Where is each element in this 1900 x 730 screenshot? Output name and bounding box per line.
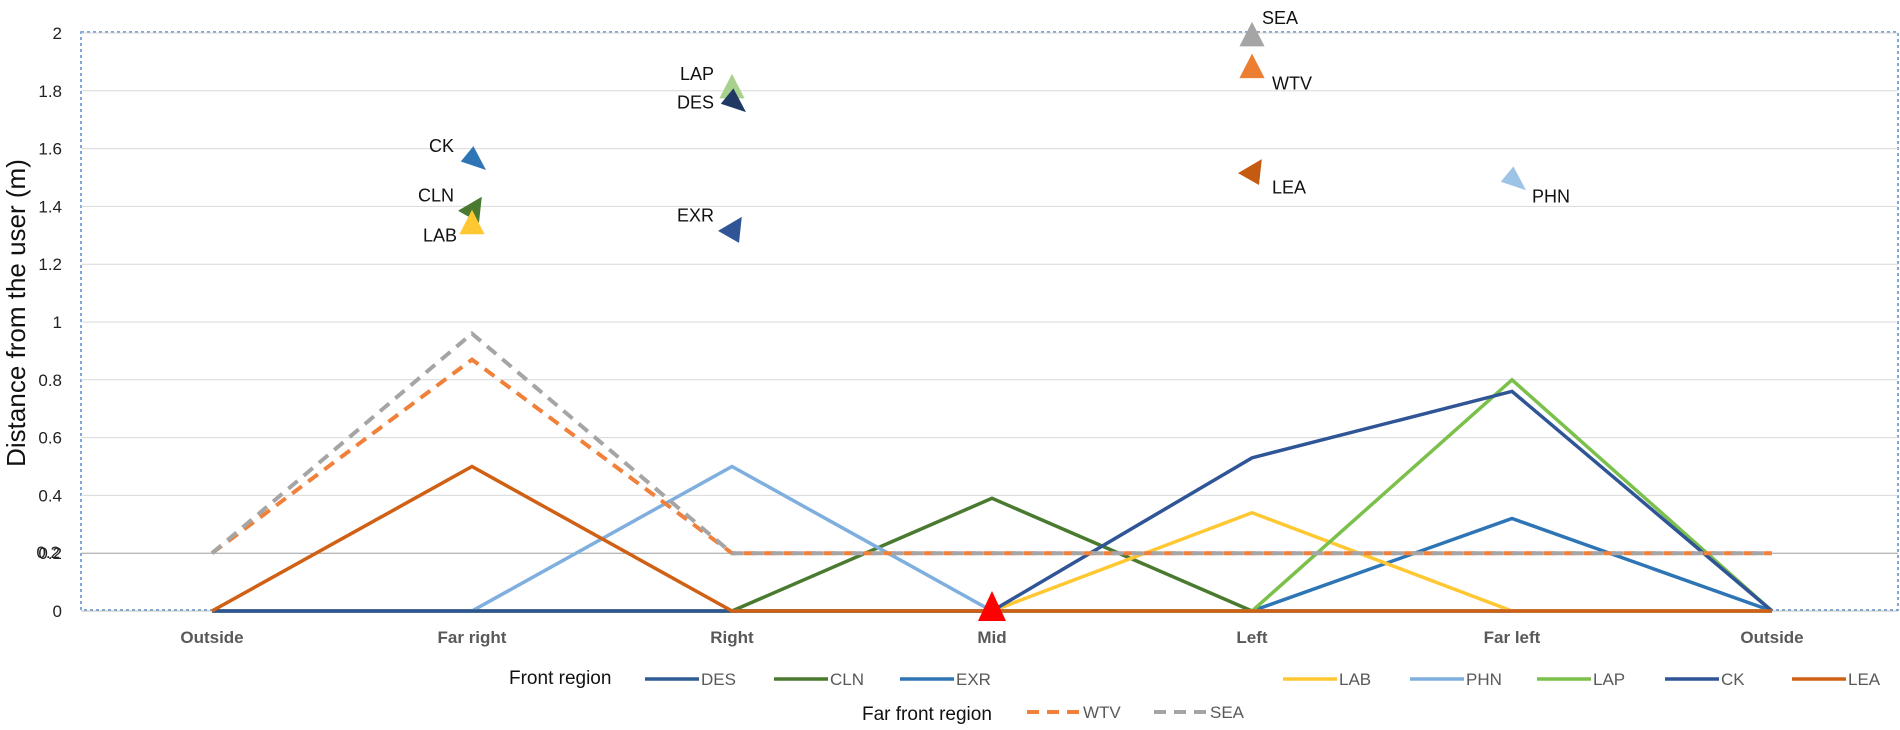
marker-label-exr: EXR (677, 206, 714, 226)
marker-label-sea: SEA (1262, 8, 1298, 28)
y-tick-label-overlap: 0.2 (36, 543, 60, 562)
marker-lab (459, 209, 485, 235)
marker-wtv (1239, 53, 1265, 79)
legend-label-ck: CK (1721, 670, 1745, 689)
marker-lea (1238, 159, 1262, 186)
marker-label-lab: LAB (423, 226, 457, 246)
legend-label-wtv: WTV (1083, 703, 1121, 722)
plot-area-border (80, 31, 1899, 611)
y-tick-label: 1.6 (38, 140, 62, 159)
legend-label-sea: SEA (1210, 703, 1245, 722)
legend: DES CLN EXR LAB PHN LAP CK LEA WTV SEA (645, 670, 1881, 722)
legend-label-lap: LAP (1593, 670, 1625, 689)
marker-label-wtv: WTV (1272, 74, 1312, 94)
marker-phn (1500, 166, 1526, 191)
marker-exr (718, 216, 742, 243)
x-tick-label: Left (1236, 628, 1268, 647)
y-tick-label: 2 (53, 24, 62, 43)
marker-label-lap: LAP (680, 64, 714, 84)
legend-label-des: DES (701, 670, 736, 689)
x-tick-label: Far left (1484, 628, 1541, 647)
marker-ck (460, 146, 486, 170)
x-tick-label: Outside (1740, 628, 1803, 647)
y-tick-label: 1.8 (38, 82, 62, 101)
user-position-marker (978, 591, 1006, 621)
marker-label-phn: PHN (1532, 186, 1570, 206)
x-axis-ticks: Outside Far right Right Mid Left Far left Outs… (180, 628, 1803, 647)
legend-label-lab: LAB (1339, 670, 1371, 689)
x-tick-label: Right (710, 628, 754, 647)
y-tick-label: 1.4 (38, 197, 62, 216)
x-tick-label: Far right (438, 628, 507, 647)
marker-cln (458, 196, 482, 223)
marker-label-cln: CLN (418, 185, 454, 205)
markers: CK CLN LAB LAP DES EXR SEA WTV LEA PHN (418, 8, 1570, 621)
legend-label-exr: EXR (956, 670, 991, 689)
marker-label-ck: CK (429, 136, 454, 156)
marker-lap (719, 73, 745, 99)
marker-label-lea: LEA (1272, 178, 1306, 198)
y-tick-label: 1 (53, 313, 62, 332)
y-tick-label: 0.4 (38, 486, 62, 505)
legend-label-phn: PHN (1466, 670, 1502, 689)
y-tick-label: 0.8 (38, 371, 62, 390)
marker-sea (1239, 21, 1265, 47)
marker-des (720, 88, 746, 113)
legend-far-title: Far front region (862, 704, 992, 725)
legend-front-title: Front region (509, 668, 611, 689)
legend-label-cln: CLN (830, 670, 864, 689)
y-tick-label: 1.2 (38, 255, 62, 274)
y-tick-label: 0.6 (38, 429, 62, 448)
y-axis-label: Distance from the user (m) (1, 159, 31, 467)
x-tick-label: Outside (180, 628, 243, 647)
marker-label-des: DES (677, 92, 714, 112)
y-tick-label: 0.2 (38, 544, 62, 563)
y-tick-label: 0 (53, 602, 62, 621)
legend-label-lea: LEA (1848, 670, 1881, 689)
x-tick-label: Mid (977, 628, 1006, 647)
y-axis-ticks: 00.20.40.60.811.21.41.61.820.2 (36, 24, 62, 621)
series-line-sea (210, 330, 1772, 556)
